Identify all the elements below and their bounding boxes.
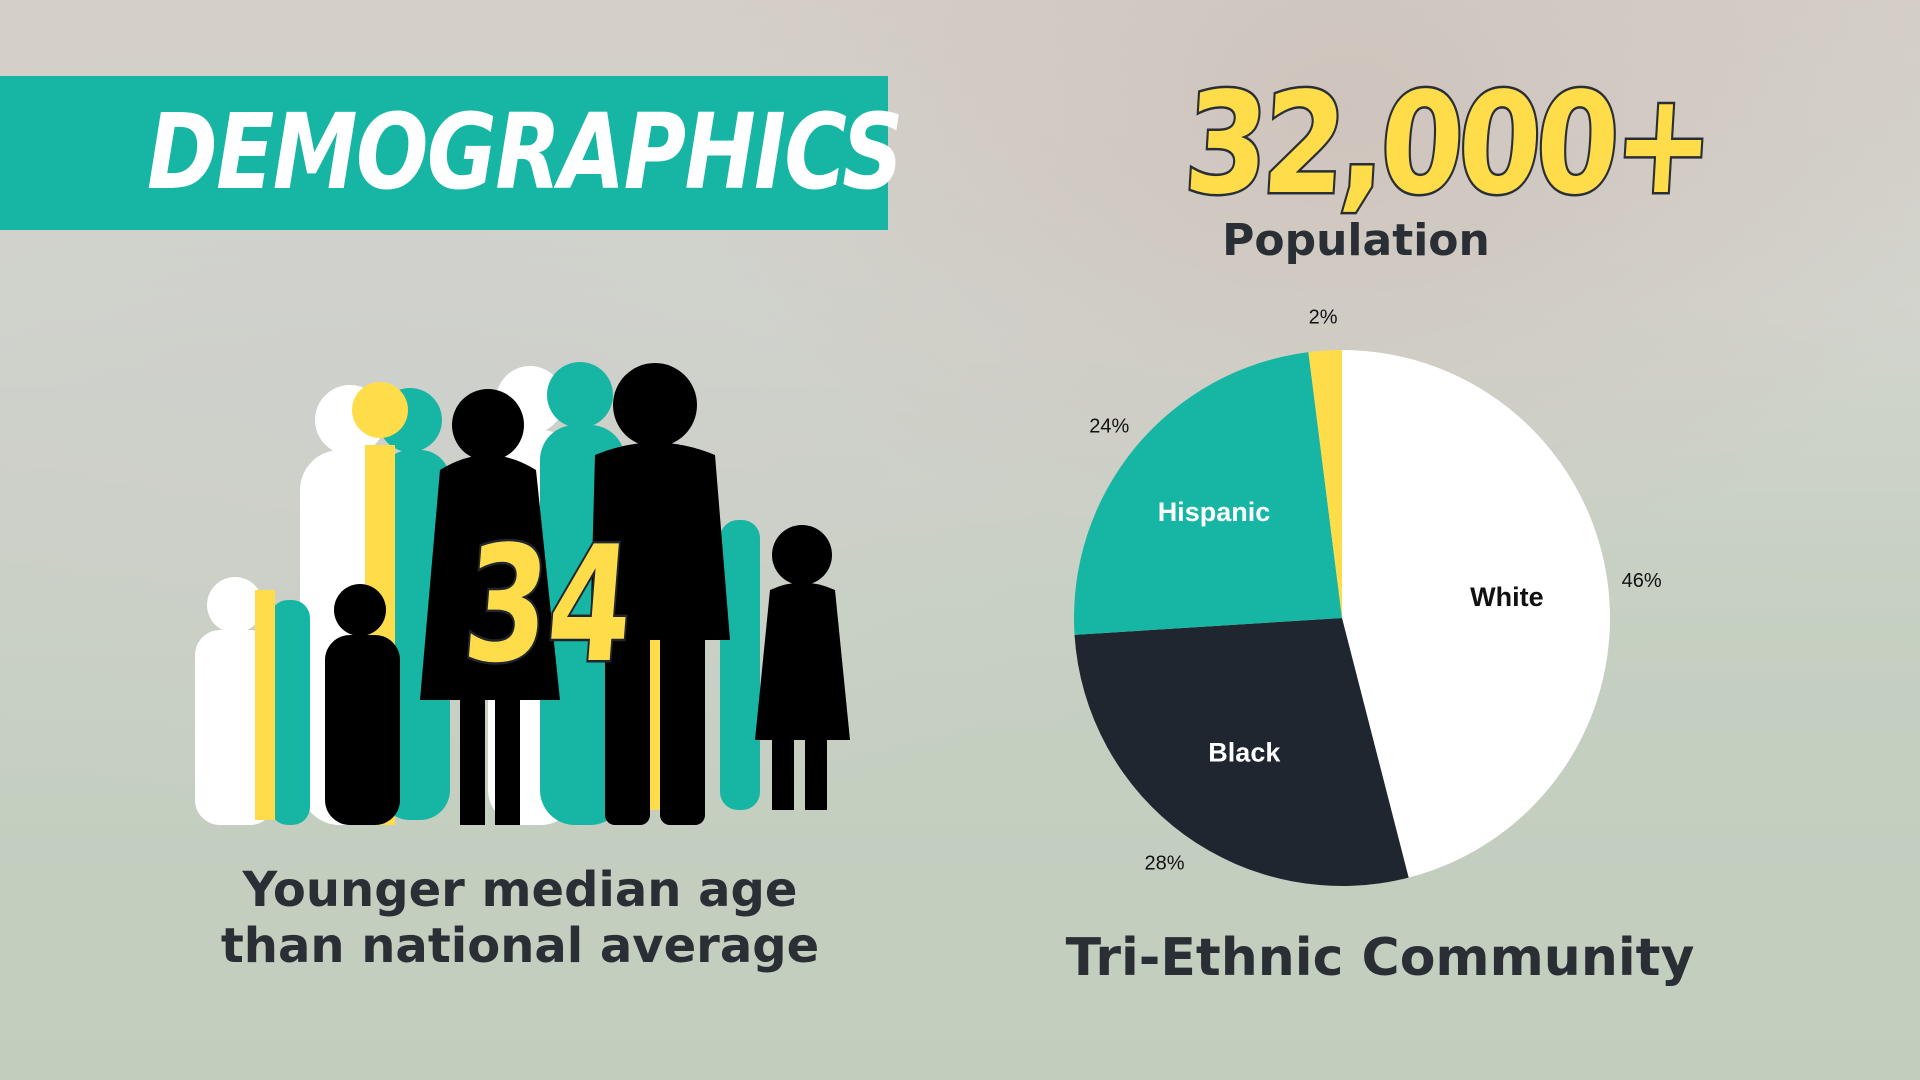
pie-category-label: White	[1470, 582, 1544, 612]
median-age-caption-line1: Younger median age	[242, 862, 798, 918]
pie-percent-label: 24%	[1089, 415, 1129, 437]
pie-percent-label: 28%	[1144, 852, 1184, 874]
page-title: DEMOGRAPHICS	[147, 91, 904, 213]
pie-slice-black	[1074, 618, 1409, 886]
pie-percent-label: 2%	[1309, 307, 1338, 329]
chart-title: Tri-Ethnic Community	[1065, 928, 1695, 988]
median-age-caption-line2: than national average	[220, 918, 820, 974]
silhouette-front-row	[325, 363, 850, 825]
pie-slice-hispanic	[1074, 352, 1342, 635]
pie-slice-other	[1308, 350, 1342, 618]
title-banner	[0, 76, 888, 230]
pie-category-label: Hispanic	[1158, 497, 1271, 527]
pie-slice-white	[1342, 350, 1610, 878]
median-age-caption: Younger median age than national average	[160, 862, 880, 974]
pie-category-label: Black	[1208, 737, 1281, 767]
pie-percent-label: 46%	[1622, 570, 1662, 592]
population-label: Population	[1222, 215, 1490, 266]
